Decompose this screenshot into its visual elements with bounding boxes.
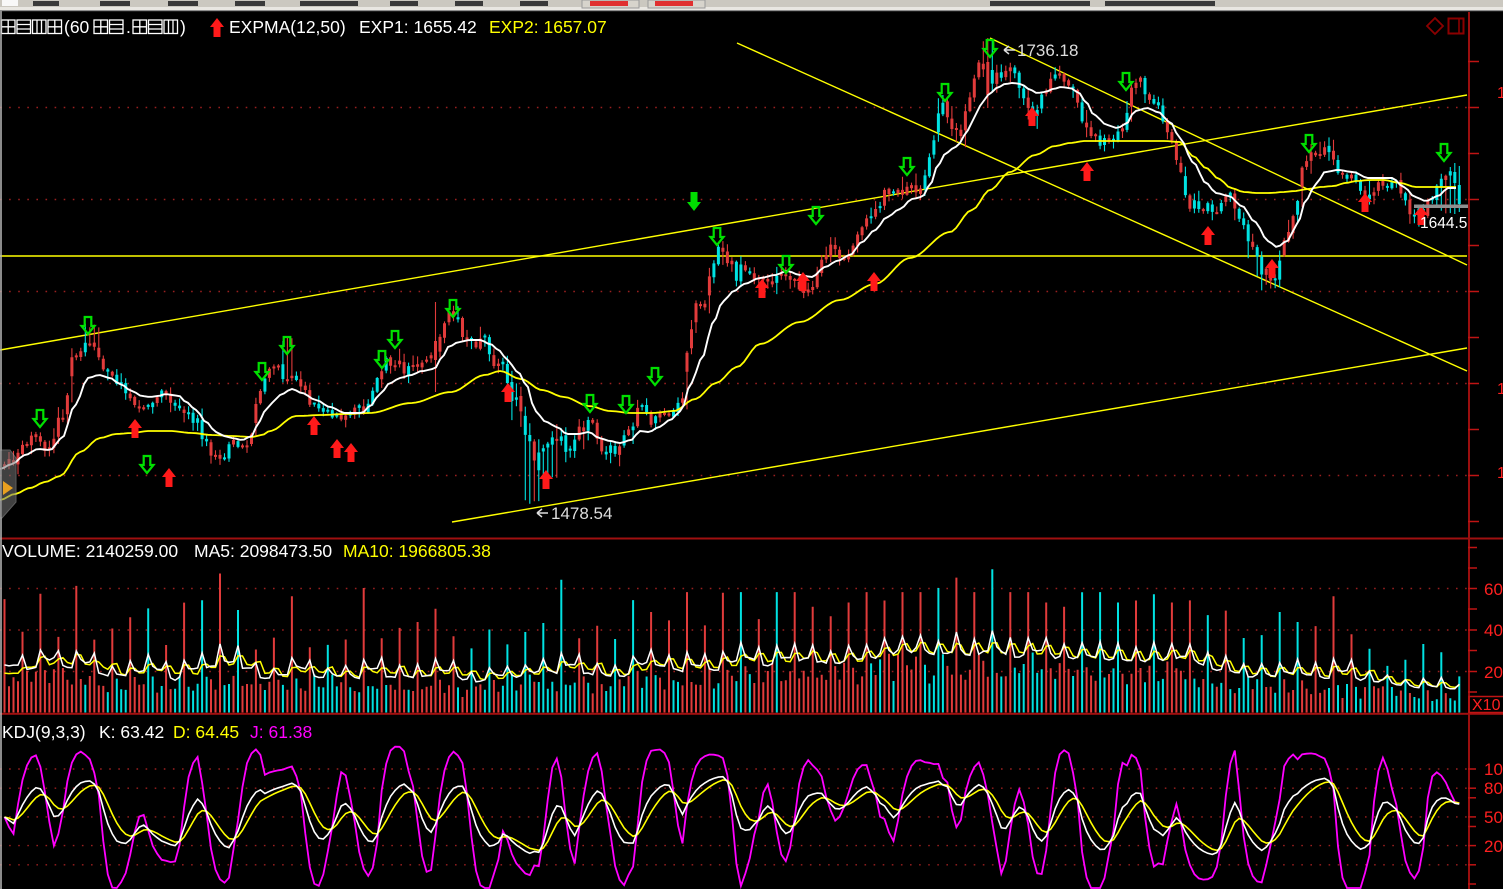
svg-text:1736.18: 1736.18	[1017, 41, 1078, 60]
svg-text:EXP1: 1655.42: EXP1: 1655.42	[359, 17, 477, 37]
svg-text:(60: (60	[64, 17, 90, 37]
svg-text:MA5: 2098473.50: MA5: 2098473.50	[194, 541, 332, 561]
svg-text:40: 40	[1484, 621, 1503, 640]
svg-text:60: 60	[1484, 580, 1503, 599]
svg-text:VOLUME: 2140259.00: VOLUME: 2140259.00	[2, 541, 178, 561]
svg-text:1: 1	[1497, 465, 1503, 482]
svg-text:KDJ(9,3,3): KDJ(9,3,3)	[2, 722, 86, 742]
svg-text:J: 61.38: J: 61.38	[250, 722, 312, 742]
svg-text:20: 20	[1484, 837, 1503, 856]
svg-text:EXP2: 1657.07: EXP2: 1657.07	[489, 17, 607, 37]
svg-text:100: 100	[1484, 760, 1503, 779]
svg-text:1644.5: 1644.5	[1420, 215, 1467, 232]
svg-text:EXPMA(12,50): EXPMA(12,50)	[229, 17, 346, 37]
svg-text:1478.54: 1478.54	[551, 504, 612, 523]
svg-text:): )	[180, 17, 186, 37]
svg-text:.: .	[126, 17, 131, 37]
svg-text:50: 50	[1484, 808, 1503, 827]
svg-text:1: 1	[1497, 381, 1503, 398]
svg-text:X10: X10	[1472, 697, 1501, 714]
svg-text:20: 20	[1484, 663, 1503, 682]
svg-text:MA10: 1966805.38: MA10: 1966805.38	[343, 541, 491, 561]
svg-text:D: 64.45: D: 64.45	[173, 722, 239, 742]
svg-text:80: 80	[1484, 779, 1503, 798]
svg-text:K: 63.42: K: 63.42	[99, 722, 164, 742]
svg-text:1: 1	[1497, 85, 1503, 102]
